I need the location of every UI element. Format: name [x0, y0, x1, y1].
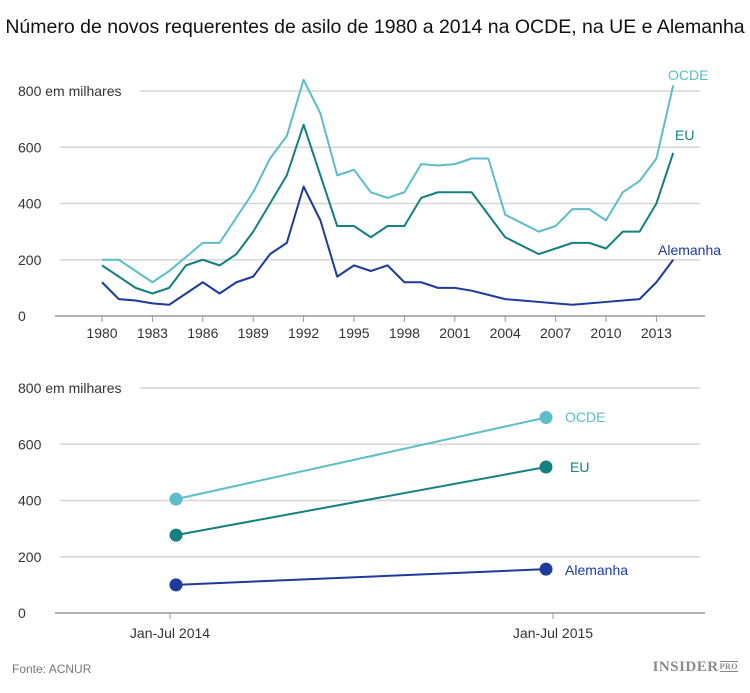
- x-tick-label: 1986: [187, 325, 218, 341]
- series-line-ocde: [175, 416, 547, 501]
- series-label-alemanha: Alemanha: [565, 562, 628, 578]
- y-tick-label: 0: [18, 605, 26, 621]
- x-tick-label: 1983: [137, 325, 168, 341]
- y-tick-label: 400: [18, 196, 42, 212]
- y-tick-label: 800 em milhares: [18, 380, 122, 396]
- x-tick-label: Jan-Jul 2014: [130, 625, 210, 641]
- x-tick-label: 2007: [540, 325, 571, 341]
- y-tick-label: 600: [18, 436, 42, 452]
- x-tick-label: 1992: [288, 325, 319, 341]
- source-note: Fonte: ACNUR: [12, 662, 92, 676]
- data-point-ocde: [539, 411, 553, 425]
- series-label-alemanha: Alemanha: [658, 242, 721, 258]
- x-tick-label: Jan-Jul 2015: [513, 625, 593, 641]
- logo-main: INSIDER: [652, 659, 719, 675]
- series-line-eu: [175, 466, 547, 537]
- x-tick-label: 1998: [389, 325, 420, 341]
- x-tick-label: 2001: [439, 325, 470, 341]
- y-tick-label: 200: [18, 549, 42, 565]
- data-point-ocde: [169, 492, 183, 506]
- y-tick-label: 0: [18, 308, 26, 324]
- y-tick-label: 200: [18, 252, 42, 268]
- data-point-eu: [539, 460, 553, 474]
- series-line-alemanha: [101, 185, 675, 306]
- logo-sub: PRO: [719, 661, 738, 672]
- y-tick-label: 600: [18, 139, 42, 155]
- chart-title: Número de novos requerentes de asilo de …: [5, 16, 745, 38]
- data-point-eu: [169, 528, 183, 542]
- series-label-eu: EU: [570, 459, 589, 475]
- insider-pro-logo: INSIDERPRO: [653, 659, 738, 676]
- series-line-alemanha: [175, 568, 547, 586]
- y-tick-label: 800 em milhares: [18, 83, 122, 99]
- x-tick-label: 1980: [86, 325, 117, 341]
- x-tick-label: 2013: [641, 325, 672, 341]
- x-tick-label: 2004: [490, 325, 521, 341]
- series-line-eu: [101, 123, 675, 295]
- x-tick-label: 1989: [238, 325, 269, 341]
- series-line-ocde: [102, 78, 675, 284]
- series-label-ocde: OCDE: [565, 409, 605, 425]
- data-point-alemanha: [169, 578, 183, 592]
- x-tick-label: 1995: [338, 325, 369, 341]
- series-label-eu: EU: [675, 127, 694, 143]
- data-point-alemanha: [539, 562, 553, 576]
- y-tick-label: 400: [18, 493, 42, 509]
- series-label-ocde: OCDE: [668, 67, 708, 83]
- x-tick-label: 2010: [590, 325, 621, 341]
